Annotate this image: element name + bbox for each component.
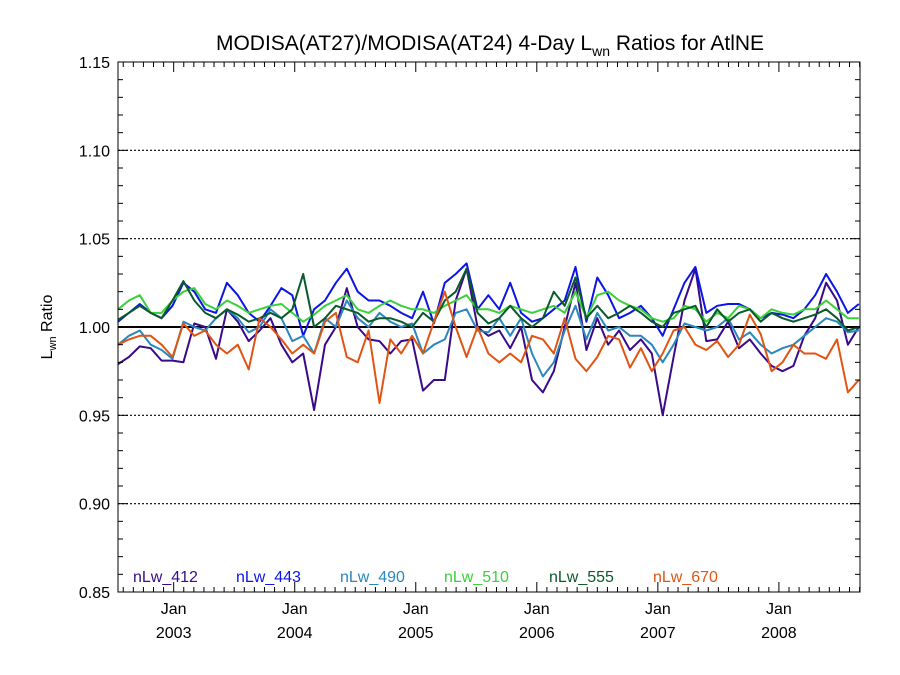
y-axis-label-subscript: wn xyxy=(47,336,59,351)
legend-entry-nLw_412: nLw_412 xyxy=(133,569,198,586)
y-tick-label-4: 1.05 xyxy=(79,232,110,249)
legend-entry-nLw_510: nLw_510 xyxy=(444,569,509,586)
x-tick-month-2: Jan xyxy=(403,601,429,618)
x-tick-month-5: Jan xyxy=(766,601,792,618)
x-tick-month-3: Jan xyxy=(524,601,550,618)
chart-title-prefix: MODISA(AT27)/MODISA(AT24) 4-Day L xyxy=(216,32,592,55)
y-tick-label-2: 0.95 xyxy=(79,408,110,425)
x-tick-year-3: 2006 xyxy=(519,625,555,642)
series-line-nLw_412 xyxy=(117,267,860,417)
legend-entry-nLw_490: nLw_490 xyxy=(340,569,405,586)
x-tick-year-5: 2008 xyxy=(761,625,797,642)
x-tick-year-0: 2003 xyxy=(156,625,192,642)
y-tick-label-1: 0.90 xyxy=(79,497,110,514)
y-tick-label-5: 1.10 xyxy=(79,143,110,160)
series-lines xyxy=(117,262,860,417)
y-tick-label-6: 1.15 xyxy=(79,55,110,72)
y-tick-label-0: 0.85 xyxy=(79,585,110,602)
legend: nLw_412 nLw_443 nLw_490 nLw_510 nLw_555 nLw_6… xyxy=(133,569,718,586)
series-line-nLw_670 xyxy=(117,290,860,404)
x-axis-tick-labels: Jan 2003 Jan 2004 Jan 2005 Jan 2006 Jan 2007 Jan 20… xyxy=(156,601,797,642)
series-line-nLw_510 xyxy=(117,287,859,323)
y-axis-label: Lwn Ratio xyxy=(39,295,59,360)
x-tick-year-2: 2005 xyxy=(398,625,434,642)
y-axis-label-suffix: Ratio xyxy=(39,295,56,337)
x-tick-month-4: Jan xyxy=(645,601,671,618)
axis-ticks xyxy=(118,61,861,593)
series-line-nLw_490 xyxy=(117,299,859,378)
legend-entry-nLw_555: nLw_555 xyxy=(549,569,614,586)
x-tick-month-1: Jan xyxy=(282,601,308,618)
x-tick-year-1: 2004 xyxy=(277,625,313,642)
x-tick-year-4: 2007 xyxy=(640,625,676,642)
y-tick-label-3: 1.00 xyxy=(79,320,110,337)
y-axis-tick-labels: 0.85 0.90 0.95 1.00 1.05 1.10 1.15 xyxy=(79,55,110,602)
chart-title-subscript: wn xyxy=(591,43,610,59)
x-tick-month-0: Jan xyxy=(161,601,187,618)
plot-area-frame xyxy=(117,61,861,593)
legend-entry-nLw_443: nLw_443 xyxy=(236,569,301,586)
series-line-nLw_443 xyxy=(117,262,860,337)
y-axis-label-main: L xyxy=(39,350,56,359)
chart-title: MODISA(AT27)/MODISA(AT24) 4-Day Lwn Rati… xyxy=(216,32,764,59)
chart-title-suffix: Ratios for AtlNE xyxy=(610,32,764,55)
legend-entry-nLw_670: nLw_670 xyxy=(653,569,718,586)
series-line-nLw_555 xyxy=(117,267,860,332)
